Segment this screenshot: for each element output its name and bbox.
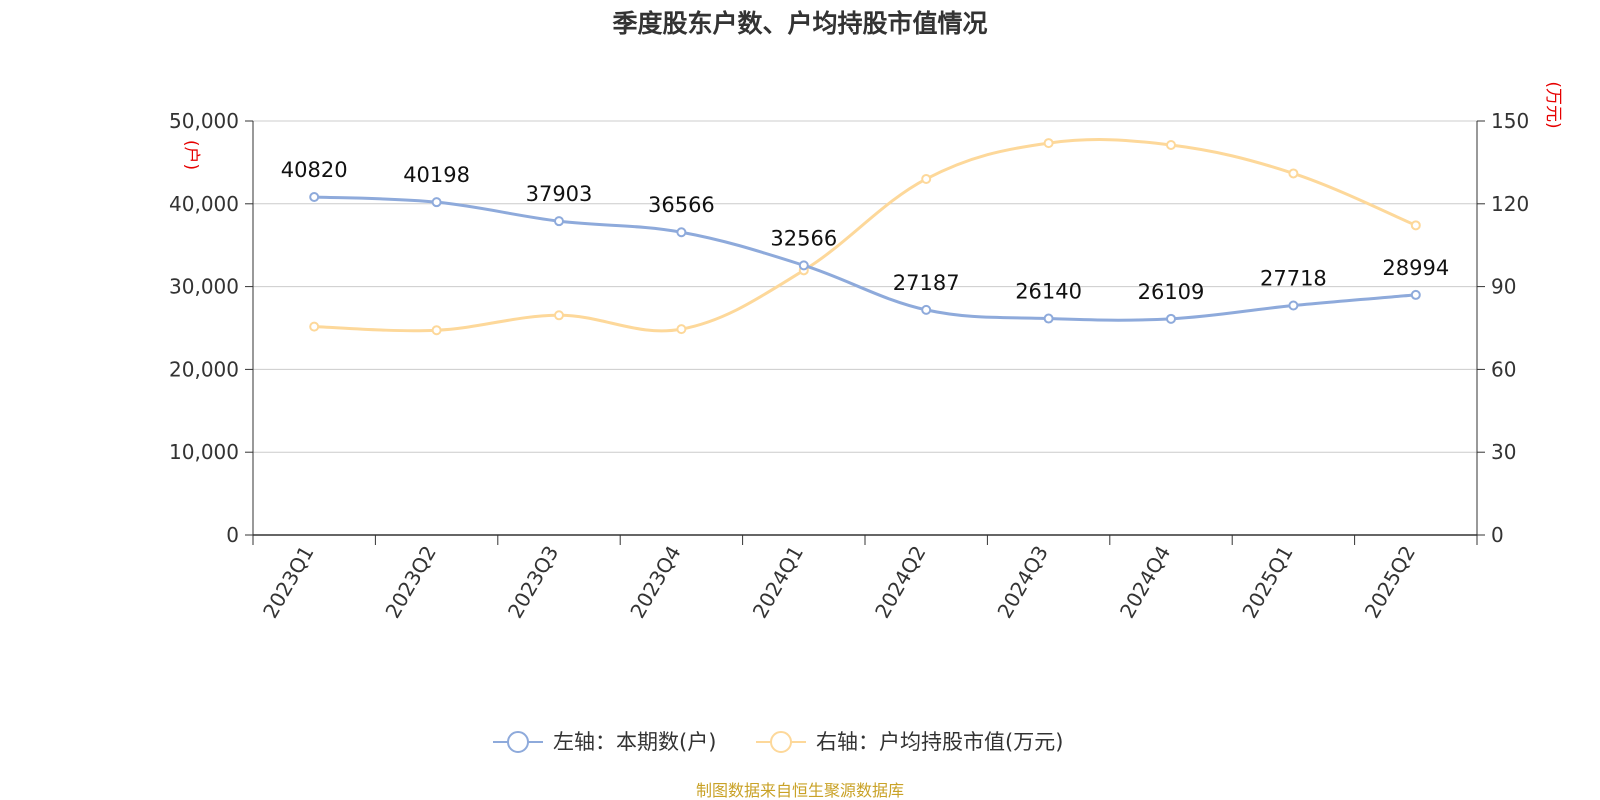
data-labels: 40820 40198 37903 36566 32566 27187 26140 26109… xyxy=(281,158,1449,304)
avg-value-point xyxy=(1410,220,1421,231)
x-axis-tick-label: 2024Q4 xyxy=(1115,542,1175,623)
households-point xyxy=(431,197,442,208)
x-axis-tick-label: 2023Q2 xyxy=(380,542,440,623)
households-point xyxy=(554,216,564,227)
left-axis-tick-label: 30,000 xyxy=(169,275,239,299)
households-point xyxy=(921,304,932,315)
series-lines xyxy=(314,138,1417,333)
legend-label-households: 左轴：本期数(户) xyxy=(553,730,716,754)
series-points xyxy=(309,138,1421,336)
left-axis-tick-label: 0 xyxy=(226,523,239,547)
legend-item-households[interactable]: 左轴：本期数(户) xyxy=(493,730,716,754)
households-series-line xyxy=(314,195,1416,322)
right-axis-tick-label: 0 xyxy=(1491,523,1504,547)
left-axis-tick-label: 40,000 xyxy=(169,192,239,216)
left-axis-unit-label: (户) xyxy=(181,140,201,170)
right-axis-tick-label: 30 xyxy=(1491,440,1516,464)
x-axis-tick-label: 2024Q2 xyxy=(870,542,930,623)
left-axis-tick-label: 20,000 xyxy=(169,357,239,381)
x-axis-tick-label: 2025Q2 xyxy=(1360,542,1420,623)
x-axis-tick-label: 2023Q1 xyxy=(258,542,318,623)
households-data-label: 28994 xyxy=(1382,256,1449,280)
legend-label-avg-value: 右轴：户均持股市值(万元) xyxy=(816,730,1063,754)
households-data-label: 40820 xyxy=(281,158,348,182)
households-point xyxy=(1288,300,1299,311)
avg-value-point xyxy=(1288,168,1299,179)
households-data-label: 36566 xyxy=(648,193,715,217)
right-axis-tick-label: 120 xyxy=(1491,192,1529,216)
chart-title: 季度股东户数、户均持股市值情况 xyxy=(612,9,987,38)
legend-circle-icon xyxy=(770,731,792,753)
avg-value-point xyxy=(1166,140,1176,151)
households-point xyxy=(676,227,687,238)
legend-circle-icon xyxy=(507,731,529,753)
left-axis-tick-label: 50,000 xyxy=(169,109,239,133)
x-axis-tick-label: 2025Q1 xyxy=(1237,542,1297,623)
x-axis-tick-label: 2024Q3 xyxy=(992,542,1052,623)
households-point xyxy=(1410,289,1421,300)
households-data-label: 32566 xyxy=(770,226,837,250)
right-axis-tick-label: 150 xyxy=(1491,109,1529,133)
x-axis-tick-label: 2023Q3 xyxy=(503,542,563,623)
avg-value-point xyxy=(431,325,442,336)
households-data-label: 27187 xyxy=(893,271,960,295)
x-axis-tick-label: 2023Q4 xyxy=(625,542,685,623)
avg-value-point xyxy=(309,321,320,332)
avg-value-point xyxy=(554,310,564,321)
avg-value-point xyxy=(1043,138,1054,149)
households-data-label: 37903 xyxy=(526,182,593,206)
households-point xyxy=(309,192,320,203)
right-axis-tick-label: 60 xyxy=(1491,357,1516,381)
legend[interactable]: 左轴：本期数(户) 右轴：户均持股市值(万元) xyxy=(493,730,1063,754)
households-point xyxy=(798,260,809,271)
right-axis-tick-label: 90 xyxy=(1491,275,1516,299)
avg-value-point xyxy=(921,173,932,184)
avg-value-point xyxy=(676,324,687,335)
data-source-note: 制图数据来自恒生聚源数据库 xyxy=(696,781,904,800)
households-point xyxy=(1043,313,1054,324)
avg-value-series-line xyxy=(314,138,1417,333)
left-axis-tick-label: 10,000 xyxy=(169,440,239,464)
households-data-label: 26109 xyxy=(1138,280,1205,304)
households-data-label: 26140 xyxy=(1015,280,1082,304)
households-point xyxy=(1166,313,1176,324)
households-data-label: 40198 xyxy=(403,163,470,187)
households-data-label: 27718 xyxy=(1260,266,1327,290)
right-axis-unit-label: (万元) xyxy=(1543,81,1563,128)
legend-item-avg-value[interactable]: 右轴：户均持股市值(万元) xyxy=(756,730,1063,754)
x-axis-tick-label: 2024Q1 xyxy=(748,542,808,623)
